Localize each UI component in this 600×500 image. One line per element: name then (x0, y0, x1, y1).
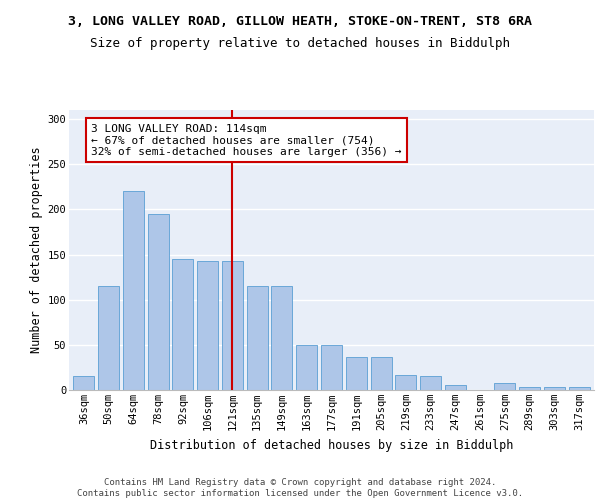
Text: 3 LONG VALLEY ROAD: 114sqm
← 67% of detached houses are smaller (754)
32% of sem: 3 LONG VALLEY ROAD: 114sqm ← 67% of deta… (91, 124, 402, 156)
Bar (321, 345, 342, 390)
Bar (494, 383, 515, 390)
Bar (73, 376, 94, 390)
Bar (148, 214, 169, 390)
Bar (420, 376, 441, 390)
Bar (271, 286, 292, 390)
Y-axis label: Number of detached properties: Number of detached properties (31, 146, 43, 354)
Bar (123, 192, 144, 390)
Text: 3, LONG VALLEY ROAD, GILLOW HEATH, STOKE-ON-TRENT, ST8 6RA: 3, LONG VALLEY ROAD, GILLOW HEATH, STOKE… (68, 15, 532, 28)
Bar (371, 356, 392, 390)
Bar (346, 358, 367, 390)
Bar (445, 386, 466, 390)
Bar (222, 261, 243, 390)
Bar (544, 388, 565, 390)
Bar (296, 345, 317, 390)
Bar (98, 286, 119, 390)
X-axis label: Distribution of detached houses by size in Biddulph: Distribution of detached houses by size … (150, 438, 513, 452)
Text: Contains HM Land Registry data © Crown copyright and database right 2024.
Contai: Contains HM Land Registry data © Crown c… (77, 478, 523, 498)
Bar (519, 388, 540, 390)
Bar (247, 286, 268, 390)
Bar (395, 374, 416, 390)
Bar (569, 388, 590, 390)
Text: Size of property relative to detached houses in Biddulph: Size of property relative to detached ho… (90, 38, 510, 51)
Bar (172, 259, 193, 390)
Bar (197, 261, 218, 390)
